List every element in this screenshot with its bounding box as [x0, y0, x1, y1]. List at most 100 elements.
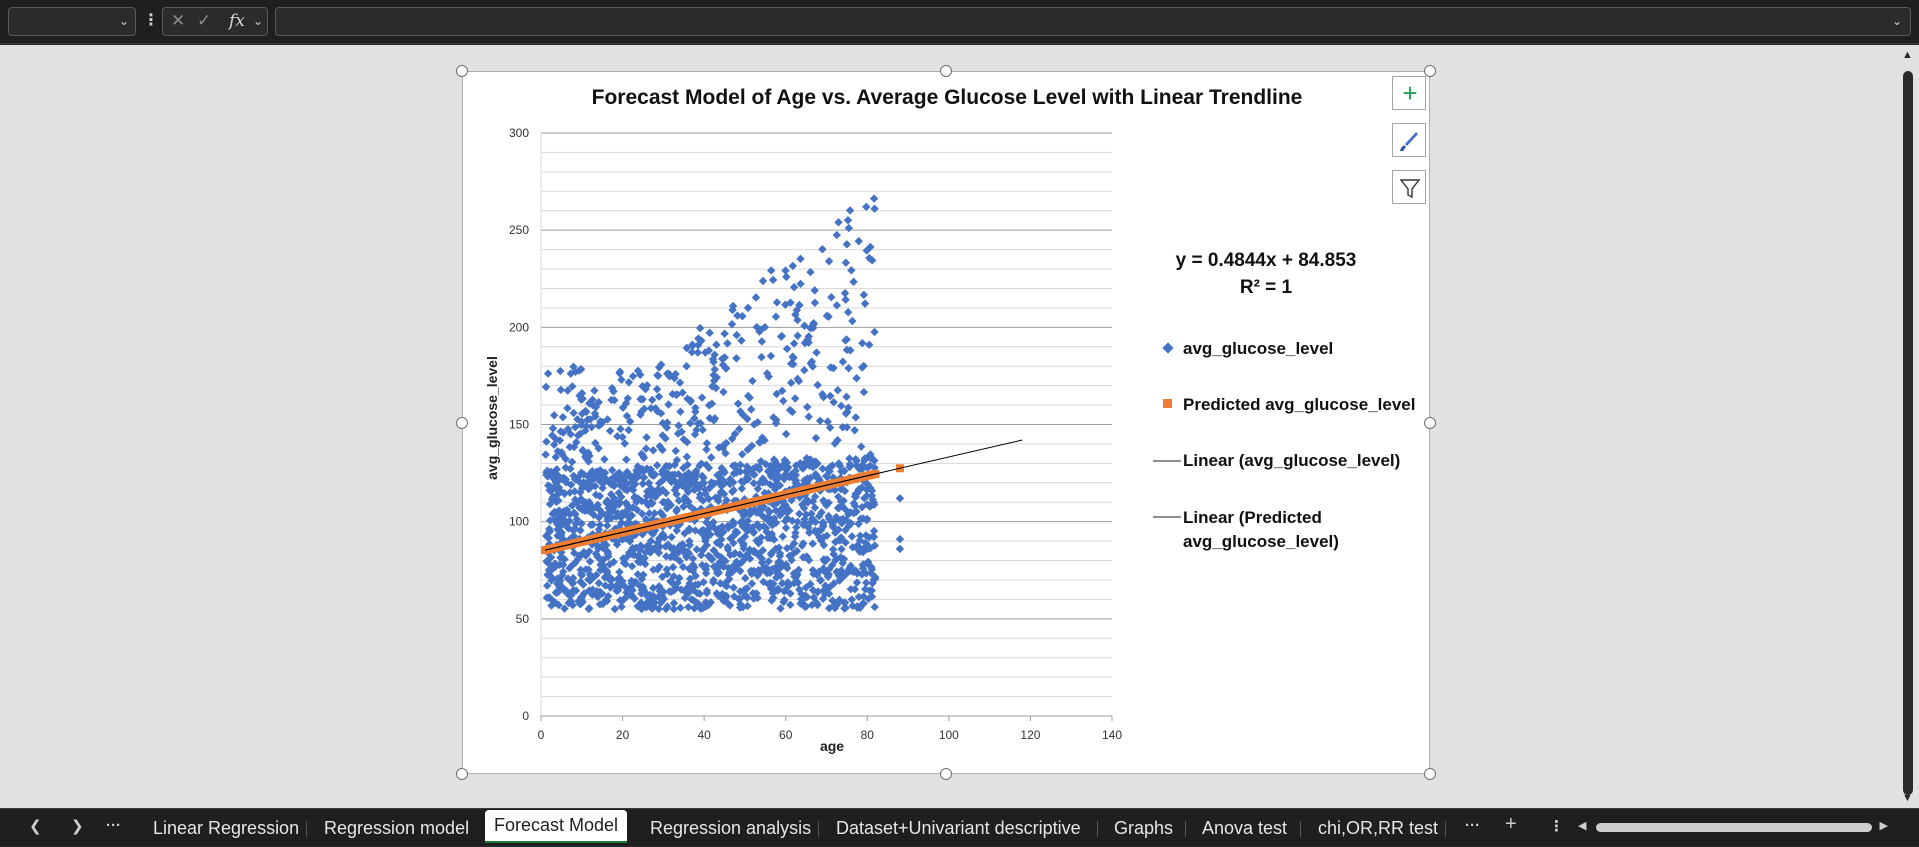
- scroll-down-icon[interactable]: ▼: [1902, 792, 1913, 804]
- scroll-thumb[interactable]: [1903, 71, 1913, 795]
- data-point: [846, 346, 855, 355]
- cancel-icon[interactable]: ✕: [171, 11, 186, 30]
- resize-handle-bottom[interactable]: [940, 768, 952, 780]
- formula-input[interactable]: ⌄: [275, 7, 1911, 36]
- data-point: [558, 412, 568, 422]
- data-point: [691, 526, 700, 535]
- data-point: [548, 424, 558, 433]
- data-point: [556, 520, 565, 529]
- data-point: [800, 338, 810, 348]
- x-tick-label: 60: [779, 728, 793, 742]
- tab-chi-or-rr-test[interactable]: chi,OR,RR test: [1318, 818, 1439, 838]
- tab-linear-regression[interactable]: Linear Regression: [153, 818, 300, 838]
- resize-handle-bottom-right[interactable]: [1424, 768, 1436, 780]
- data-point: [698, 496, 708, 505]
- chart-elements-button[interactable]: +: [1392, 76, 1426, 110]
- data-point: [869, 526, 879, 536]
- data-point: [618, 432, 627, 442]
- horizontal-scrollbar[interactable]: ◀ ▶: [1578, 820, 1898, 835]
- tab-forecast-model[interactable]: Forecast Model: [485, 810, 628, 843]
- data-point: [558, 428, 568, 437]
- data-point: [569, 442, 579, 452]
- chevron-right-icon[interactable]: ❯: [71, 818, 84, 835]
- data-point: [769, 482, 779, 491]
- data-point: [796, 254, 805, 264]
- data-point: [791, 461, 801, 470]
- scroll-left-icon[interactable]: ◀: [1578, 820, 1587, 832]
- data-point: [697, 459, 706, 468]
- resize-handle-top-right[interactable]: [1424, 65, 1436, 77]
- data-point: [748, 376, 757, 386]
- data-point: [865, 340, 874, 350]
- chevron-down-icon[interactable]: ⌄: [118, 14, 129, 28]
- data-point: [706, 598, 715, 607]
- x-tick-label: 20: [616, 728, 630, 742]
- resize-handle-left[interactable]: [456, 417, 468, 429]
- expand-formula-icon[interactable]: ⌄: [1891, 14, 1902, 28]
- data-point: [795, 509, 804, 519]
- resize-handle-top-left[interactable]: [456, 65, 468, 77]
- scroll-up-icon[interactable]: ▲: [1902, 49, 1913, 61]
- tab-regression-analysis[interactable]: Regression analysis: [650, 818, 812, 838]
- data-point: [781, 300, 790, 309]
- data-point: [860, 299, 870, 308]
- data-point: [722, 582, 731, 591]
- data-point: [846, 519, 856, 528]
- data-point: [829, 549, 838, 559]
- data-point: [854, 236, 863, 246]
- name-box[interactable]: ⌄: [8, 7, 136, 36]
- tab-regression-model[interactable]: Regression model: [324, 818, 470, 838]
- tab-graphs[interactable]: Graphs: [1114, 818, 1174, 838]
- vertical-scrollbar[interactable]: ▲ ▼: [1897, 45, 1919, 808]
- data-point: [669, 604, 678, 614]
- legend: avg_glucose_level Predicted avg_glucose_…: [1153, 339, 1415, 551]
- data-point: [845, 454, 854, 463]
- data-point: [842, 392, 851, 401]
- scroll-right-icon[interactable]: ▶: [1879, 820, 1888, 832]
- data-point: [724, 563, 733, 573]
- y-tick-label: 250: [509, 223, 529, 237]
- data-point: [576, 565, 585, 575]
- horizontal-scroll-thumb[interactable]: [1596, 823, 1872, 832]
- x-tick-label: 140: [1102, 728, 1122, 742]
- data-point: [707, 453, 716, 462]
- data-point: [625, 472, 635, 482]
- formula-actions: ✕ ✓ fx ⌄: [162, 7, 268, 36]
- data-point: [755, 465, 764, 474]
- data-point: [856, 514, 866, 523]
- chevron-left-icon[interactable]: ❮: [29, 818, 42, 835]
- data-point: [779, 597, 788, 607]
- chart-styles-button[interactable]: [1392, 123, 1426, 157]
- insert-function-icon[interactable]: fx: [229, 11, 245, 31]
- more-options-icon[interactable]: ⋮: [143, 12, 159, 29]
- data-point: [795, 585, 804, 594]
- data-point: [766, 467, 776, 476]
- tab-anova-test[interactable]: Anova test: [1202, 818, 1288, 838]
- filter-icon: [1393, 171, 1427, 205]
- data-point: [732, 330, 741, 340]
- data-point: [804, 332, 813, 341]
- chevron-down-icon[interactable]: ⌄: [253, 14, 264, 28]
- more-sheets-icon[interactable]: ···: [1465, 817, 1480, 834]
- resize-handle-right[interactable]: [1424, 417, 1436, 429]
- resize-handle-bottom-left[interactable]: [456, 768, 468, 780]
- legend-item-predicted: Predicted avg_glucose_level: [1183, 395, 1415, 414]
- x-tick-label: 120: [1020, 728, 1040, 742]
- data-point: [653, 538, 662, 548]
- tab-dataset-univariant[interactable]: Dataset+Univariant descriptive: [836, 818, 1081, 838]
- data-point: [852, 374, 861, 383]
- enter-icon[interactable]: ✓: [197, 11, 212, 30]
- add-sheet-icon[interactable]: +: [1505, 813, 1517, 835]
- resize-handle-top[interactable]: [940, 65, 952, 77]
- chart[interactable]: 0 50 100 150 200 250 300 0 20 40 60 80 100 120 140 For…: [462, 71, 1430, 774]
- chart-filters-button[interactable]: [1392, 170, 1426, 204]
- data-point: [569, 531, 579, 541]
- more-tabs-icon[interactable]: ···: [106, 817, 121, 834]
- data-point: [733, 399, 743, 408]
- data-point: [813, 380, 822, 390]
- data-point: [793, 331, 802, 340]
- data-point: [682, 452, 692, 462]
- sheet-options-icon[interactable]: ⋮: [1549, 818, 1564, 835]
- data-point: [855, 464, 864, 474]
- legend-item-linear-predicted-1: Linear (Predicted: [1183, 508, 1322, 527]
